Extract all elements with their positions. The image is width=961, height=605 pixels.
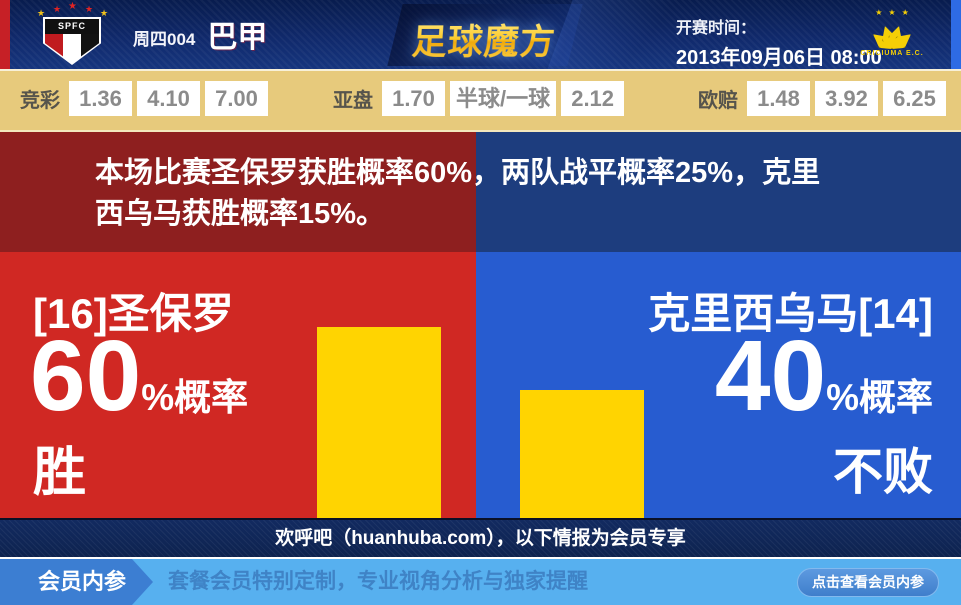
league-name: 巴甲 [207, 21, 268, 54]
promo-texture [0, 520, 961, 557]
member-tag-pennant [0, 559, 153, 605]
summary-band-red [0, 132, 476, 252]
summary-line-2: 西乌马获胜概率15%。 [95, 198, 386, 230]
match-code: 周四004 [133, 29, 196, 49]
criciuma-stars-icon: ★★★ [875, 8, 915, 17]
spfc-stars-icon: ★ ★ ★ ★ ★ [37, 1, 109, 18]
promo-text: 欢呼吧（huanhuba.com），以下情报为会员专享 [275, 528, 686, 549]
home-probability-bar [317, 327, 441, 518]
criciuma-badge-text: CRICIUMA E.C. [860, 50, 924, 57]
header: ★ ★ ★ ★ ★ SPFC 周四004 巴甲 足球魔方 开赛时间： [0, 0, 961, 69]
away-team-name: 克里西乌马[14] [648, 290, 933, 337]
odds-group-oupei: 欧赔 1.48 3.92 6.25 [698, 81, 946, 116]
away-panel: 克里西乌马[14] 40 %概率 不败 [476, 252, 961, 518]
spfc-badge-text: SPFC [45, 19, 99, 34]
away-team-logo: ★★★ CRICIUMA E.C. [849, 8, 935, 57]
away-probability: 40 %概率 [715, 326, 933, 426]
promo-band: 欢呼吧（huanhuba.com），以下情报为会员专享 [0, 520, 961, 557]
home-team-logo: ★ ★ ★ ★ ★ SPFC [32, 1, 112, 67]
odds-label-jingcai: 竞彩 [20, 90, 60, 112]
odds-handicap: 半球/一球 [450, 81, 557, 116]
member-tag-label: 会员内参 [38, 569, 127, 594]
away-probability-suffix: %概率 [826, 377, 933, 418]
spfc-shield-icon: SPFC [43, 17, 101, 65]
away-outcome: 不败 [833, 444, 933, 500]
odds-value: 6.25 [883, 81, 946, 116]
summary-line-1: 本场比赛圣保罗获胜概率60%，两队战平概率25%，克里 [95, 157, 821, 189]
site-logo: 足球魔方 [402, 14, 566, 65]
panel-separator [0, 518, 961, 520]
odds-value: 1.48 [747, 81, 810, 116]
home-probability-suffix: %概率 [141, 377, 249, 418]
footer-divider [0, 557, 961, 559]
home-probability-value: 60 [30, 320, 142, 432]
odds-value: 1.70 [382, 81, 445, 116]
match-info: 周四004 巴甲 [133, 12, 267, 56]
left-edge-stripe [0, 0, 10, 69]
home-team-name: [16]圣保罗 [33, 290, 234, 337]
odds-value: 3.92 [815, 81, 878, 116]
odds-value: 4.10 [137, 81, 200, 116]
away-probability-value: 40 [714, 320, 827, 432]
kickoff-info: 开赛时间： 2013年09月06日 08:00 [676, 14, 882, 70]
odds-label-oupei: 欧赔 [698, 90, 738, 112]
view-member-info-button[interactable]: 点击查看会员内参 [797, 568, 939, 597]
odds-value: 1.36 [69, 81, 132, 116]
summary-band: 本场比赛圣保罗获胜概率60%，两队战平概率25%，克里 西乌马获胜概率15%。 [0, 132, 961, 252]
odds-label-yapan: 亚盘 [333, 90, 373, 112]
footer-bar: 会员内参 套餐会员特别定制，专业视角分析与独家提醒 点击查看会员内参 [0, 559, 961, 605]
summary-text: 本场比赛圣保罗获胜概率60%，两队战平概率25%，克里 西乌马获胜概率15%。 [95, 153, 915, 235]
away-probability-bar [520, 390, 644, 518]
summary-band-blue [476, 132, 961, 252]
kickoff-label: 开赛时间： [676, 20, 757, 37]
odds-value: 2.12 [561, 81, 625, 116]
kickoff-time: 2013年09月06日 08:00 [676, 47, 882, 69]
odds-bar: 竞彩 1.36 4.10 7.00 亚盘 1.70 半球/一球 2.12 欧赔 … [0, 69, 961, 132]
home-panel: [16]圣保罗 60 %概率 胜 [0, 252, 476, 518]
odds-group-yapan: 亚盘 1.70 半球/一球 2.12 [333, 81, 625, 116]
home-probability: 60 %概率 [30, 326, 248, 426]
header-flare-2 [547, 0, 693, 69]
home-outcome: 胜 [33, 443, 86, 502]
member-description: 套餐会员特别定制，专业视角分析与独家提醒 [168, 570, 588, 593]
odds-value: 7.00 [205, 81, 268, 116]
right-edge-stripe [951, 0, 961, 69]
odds-group-jingcai: 竞彩 1.36 4.10 7.00 [20, 81, 268, 116]
criciuma-fan-icon [849, 17, 935, 49]
